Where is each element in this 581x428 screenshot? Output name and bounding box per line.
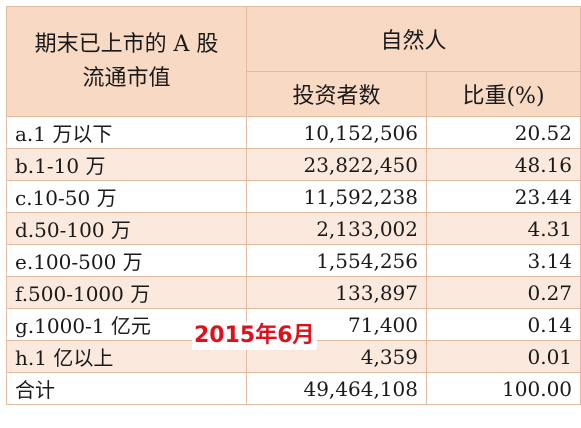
row-share: 0.27 (425, 276, 581, 309)
table-row: a.1 万以下 10,152,506 20.52 (6, 116, 581, 149)
table-row: h.1 亿以上 4,359 0.01 (6, 340, 581, 373)
table-row: c.10-50 万 11,592,238 23.44 (6, 180, 581, 213)
row-label: b.1-10 万 (6, 148, 247, 181)
table-row: e.100-500 万 1,554,256 3.14 (6, 244, 581, 277)
row-count: 4,359 (246, 340, 427, 373)
table-row: d.50-100 万 2,133,002 4.31 (6, 212, 581, 245)
table-row: b.1-10 万 23,822,450 48.16 (6, 148, 581, 181)
row-count: 133,897 (246, 276, 427, 309)
row-share: 0.01 (425, 340, 581, 373)
row-share: 48.16 (425, 148, 581, 181)
row-label: h.1 亿以上 (6, 340, 247, 373)
row-label: f.500-1000 万 (6, 276, 247, 309)
row-header-line2: 流通市值 (82, 65, 171, 91)
row-share: 4.31 (425, 212, 581, 245)
column-header-count: 投资者数 (246, 71, 427, 117)
total-count: 49,464,108 (246, 372, 427, 405)
total-row: 合计 49,464,108 100.00 (6, 372, 581, 405)
row-count: 1,554,256 (246, 244, 427, 277)
row-count: 11,592,238 (246, 180, 427, 213)
row-share: 20.52 (425, 116, 581, 149)
group-header-natural-person: 自然人 (245, 6, 581, 72)
total-share: 100.00 (425, 372, 581, 405)
row-count: 23,822,450 (246, 148, 427, 181)
investor-distribution-table: 期末已上市的 A 股 流通市值 自然人 投资者数 比重(%) a.1 万以下 1… (6, 6, 581, 405)
row-label: a.1 万以下 (6, 116, 247, 149)
row-count: 2,133,002 (246, 212, 427, 245)
column-header-share: 比重(%) (425, 71, 581, 117)
total-label: 合计 (6, 372, 247, 405)
row-share: 23.44 (425, 180, 581, 213)
row-share: 0.14 (425, 308, 581, 341)
row-label: d.50-100 万 (6, 212, 247, 245)
date-overlay-label: 2015年6月 (192, 322, 317, 350)
row-label: e.100-500 万 (6, 244, 247, 277)
row-count: 10,152,506 (246, 116, 427, 149)
table-row: f.500-1000 万 133,897 0.27 (6, 276, 581, 309)
row-header-line1: 期末已上市的 A 股 (34, 31, 219, 57)
row-share: 3.14 (425, 244, 581, 277)
row-header-cell: 期末已上市的 A 股 流通市值 (6, 6, 247, 117)
row-label: c.10-50 万 (6, 180, 247, 213)
